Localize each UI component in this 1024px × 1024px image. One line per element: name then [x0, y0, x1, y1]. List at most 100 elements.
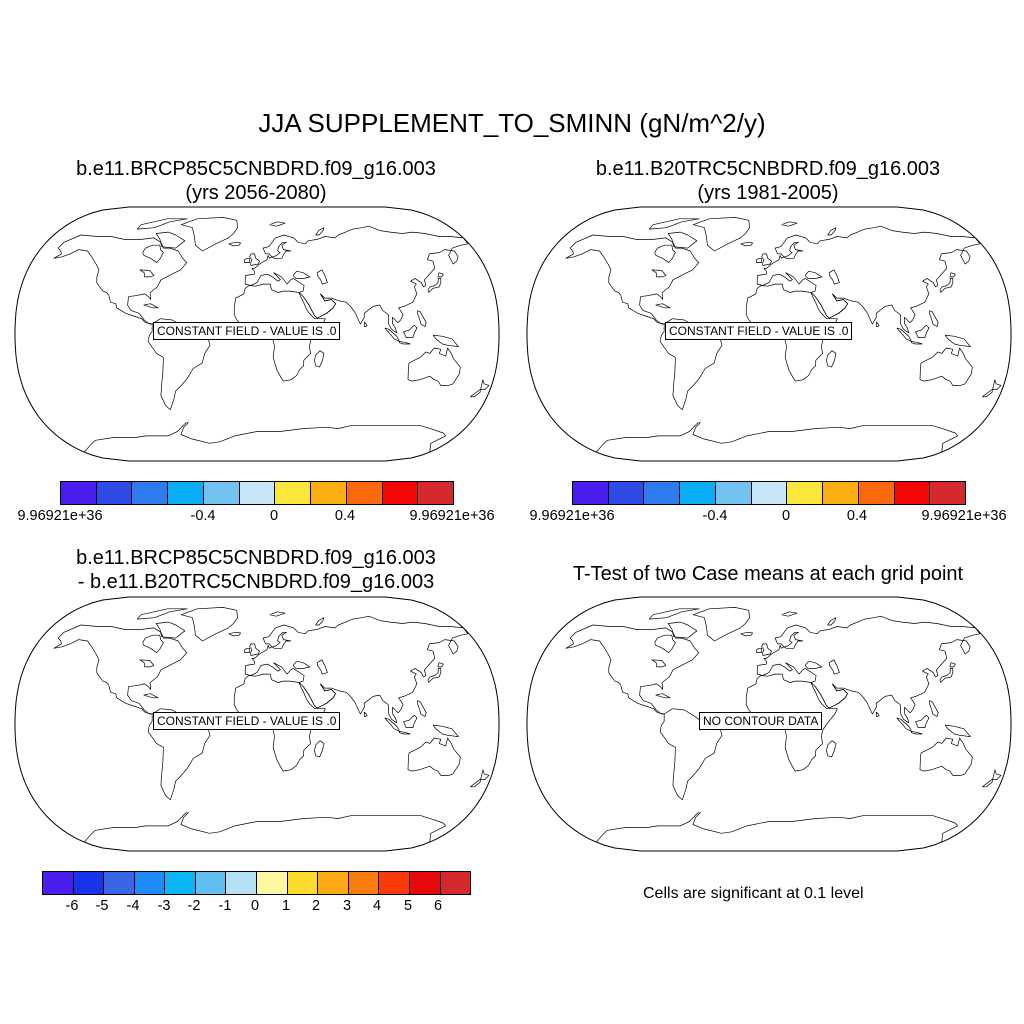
arctic-islands-coast	[136, 218, 188, 230]
black-sea-coast	[804, 660, 823, 669]
iceland-coast	[228, 241, 241, 247]
sri-lanka-coast	[364, 321, 368, 327]
colorbar-swatch	[930, 482, 966, 504]
arctic-islands-coast	[648, 218, 700, 230]
great-lakes-coast	[139, 659, 155, 668]
new-guinea-coast	[432, 724, 459, 737]
new-guinea-coast	[432, 334, 459, 347]
hudson-bay-coast	[142, 634, 164, 653]
colorbar-swatch	[348, 872, 380, 894]
new-zealand-coast	[982, 379, 1002, 398]
colorbar-3-label: 5	[403, 898, 413, 914]
colorbar-swatch	[226, 872, 258, 894]
cuba-coast	[655, 303, 671, 309]
colorbar-swatch	[195, 872, 227, 894]
colorbar-1-label: -0.4	[190, 508, 216, 524]
novaya-zemlya-coast	[315, 617, 325, 626]
japan-coast	[427, 668, 442, 683]
svalbard-coast	[269, 221, 286, 227]
colorbar-swatch	[608, 482, 645, 504]
antarctica-coast	[84, 422, 446, 453]
colorbar-swatch	[311, 482, 347, 504]
madagascar-coast	[314, 740, 325, 758]
north-america-coast	[53, 234, 188, 325]
hokkaido-coast	[437, 662, 444, 668]
sri-lanka-coast	[364, 711, 368, 717]
colorbar-2-label: 9.96921e+36	[921, 508, 1007, 524]
great-britain-coast	[761, 643, 772, 656]
arabia-coast	[303, 683, 336, 709]
japan-coast	[427, 278, 442, 293]
java-coast	[399, 731, 411, 735]
great-lakes-coast	[651, 269, 667, 278]
philippines-coast	[929, 700, 939, 717]
colorbar-3-label: 3	[342, 898, 352, 914]
colorbar-swatch	[275, 482, 312, 504]
panel-4-title: T-Test of two Case means at each grid po…	[518, 562, 1018, 586]
panel-2-constant-label: CONSTANT FIELD - VALUE IS .0	[665, 322, 853, 340]
black-sea-coast	[804, 270, 823, 279]
java-coast	[399, 341, 411, 345]
colorbar-swatch	[787, 482, 824, 504]
philippines-coast	[417, 700, 427, 717]
colorbar-3-label: -5	[95, 898, 109, 914]
colorbar-swatch	[239, 482, 276, 504]
colorbar-swatch	[134, 872, 166, 894]
iceland-coast	[740, 631, 753, 637]
borneo-coast	[403, 714, 418, 728]
great-britain-coast	[249, 253, 260, 266]
colorbar-3-label: 2	[311, 898, 321, 914]
new-zealand-coast	[470, 379, 490, 398]
colorbar-3-label: -1	[218, 898, 232, 914]
colorbar-swatch	[382, 482, 419, 504]
ireland-coast	[244, 257, 250, 263]
panel-3-title-line1: b.e11.BRCP85C5CNBDRD.f09_g16.003	[76, 547, 436, 569]
greenland-coast	[180, 217, 238, 252]
colorbar-2-label: -0.4	[702, 508, 728, 524]
caspian-coast	[316, 269, 328, 285]
baffin-coast	[667, 231, 698, 249]
svalbard-coast	[781, 221, 798, 227]
panel-2-title-line2: (yrs 1981-2005)	[697, 182, 839, 204]
north-america-coast	[53, 624, 188, 715]
novaya-zemlya-coast	[827, 617, 837, 626]
novaya-zemlya-coast	[315, 227, 325, 236]
panel-3-constant-label: CONSTANT FIELD - VALUE IS .0	[153, 712, 341, 730]
panel-3-title-line2: - b.e11.B20TRC5CNBDRD.f09_g16.003	[77, 571, 435, 593]
colorbar-swatch	[257, 872, 288, 894]
sri-lanka-coast	[876, 321, 880, 327]
colorbar-swatch	[61, 482, 97, 504]
novaya-zemlya-coast	[827, 227, 837, 236]
colorbar-3-label: -6	[65, 898, 79, 914]
svalbard-coast	[269, 611, 286, 617]
colorbar-swatch	[823, 482, 859, 504]
colorbar-panel-1	[60, 481, 454, 505]
cuba-coast	[143, 693, 159, 699]
colorbar-swatch	[573, 482, 609, 504]
map-coastlines	[53, 217, 490, 453]
hokkaido-coast	[949, 272, 956, 278]
colorbar-swatch	[73, 872, 105, 894]
colorbar-swatch	[894, 482, 931, 504]
colorbar-1-label: 0	[269, 508, 279, 524]
borneo-coast	[915, 324, 930, 338]
baffin-coast	[667, 621, 698, 639]
great-lakes-coast	[139, 269, 155, 278]
arabia-coast	[303, 293, 336, 319]
new-zealand-coast	[470, 769, 490, 788]
colorbar-swatch	[751, 482, 788, 504]
colorbar-swatch	[168, 482, 204, 504]
baltic-coast	[783, 241, 804, 259]
black-sea-coast	[292, 270, 311, 279]
colorbar-3-label: -4	[126, 898, 140, 914]
colorbar-swatch	[132, 482, 169, 504]
cuba-coast	[143, 303, 159, 309]
madagascar-coast	[314, 350, 325, 368]
iceland-coast	[740, 241, 753, 247]
new-guinea-coast	[944, 724, 971, 737]
colorbar-swatch	[409, 872, 441, 894]
colorbar-swatch	[418, 482, 454, 504]
colorbar-2-label: 0.4	[846, 508, 868, 524]
ireland-coast	[756, 647, 762, 653]
australia-coast	[407, 737, 461, 776]
